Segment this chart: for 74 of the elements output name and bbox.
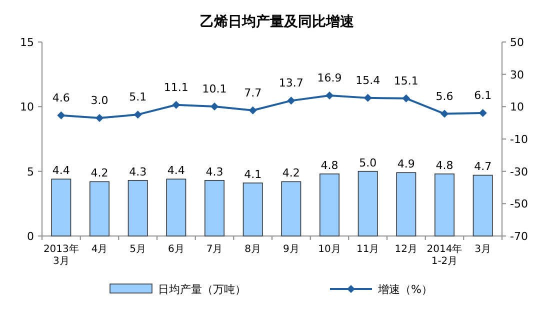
bar — [204, 180, 224, 236]
bar — [242, 182, 263, 236]
data-label: 4.8 — [320, 158, 338, 172]
data-label: 4.1 — [244, 168, 262, 181]
point — [440, 110, 448, 118]
data-label: 7.7 — [244, 86, 262, 100]
point — [364, 94, 372, 102]
y2-tick-label: 30 — [510, 68, 524, 82]
data-label: 5.0 — [359, 156, 377, 170]
y-tick-label: 5 — [27, 165, 34, 178]
data-label: 4.4 — [167, 164, 185, 178]
y-tick-label: 0 — [27, 230, 34, 243]
data-label: 4.7 — [474, 160, 492, 174]
data-label: 4.9 — [397, 158, 415, 171]
y2-tick-label: -30 — [510, 165, 528, 178]
point — [402, 94, 410, 102]
point — [96, 114, 104, 122]
point — [57, 111, 66, 120]
point — [326, 92, 334, 100]
data-label: 16.9 — [317, 72, 342, 85]
data-label: 4.2 — [282, 166, 300, 180]
point — [248, 106, 257, 114]
point — [210, 102, 218, 111]
data-label: 3.0 — [90, 94, 108, 107]
data-label: 4.4 — [52, 164, 70, 178]
x-tick-label: 8月 — [244, 244, 262, 255]
x-tick-label: 10月 — [318, 244, 341, 255]
data-label: 4.3 — [129, 165, 147, 178]
bar — [358, 170, 378, 236]
bar — [166, 178, 186, 236]
data-label: 10.1 — [202, 82, 227, 96]
y2-tick-label: -50 — [510, 198, 528, 211]
x-tick-label: 11月 — [356, 244, 380, 255]
data-label: 6.1 — [474, 88, 492, 102]
y-tick-label: 15 — [20, 36, 34, 49]
data-label: 4.2 — [90, 166, 108, 180]
x-tick-label: 12月 — [394, 244, 418, 255]
chart-title: 乙烯日均产量及同比增速 — [200, 13, 355, 30]
x-tick-label: 6月 — [168, 244, 184, 255]
legend-label: 增速（%） — [377, 283, 432, 296]
data-label: 4.3 — [206, 165, 224, 178]
y2-tick-label: -10 — [510, 133, 528, 146]
bar — [396, 172, 416, 236]
data-label: 5.6 — [436, 90, 454, 103]
x-tick-label: 2014年 1-2月 — [426, 243, 462, 267]
legend-label: 日均产量（万吨） — [158, 283, 246, 296]
data-label: 4.8 — [436, 158, 454, 172]
x-tick-label: 4月 — [91, 244, 108, 255]
data-label: 15.4 — [356, 74, 380, 87]
x-tick-label: 2013年 3月 — [43, 243, 79, 267]
y-tick-label: 10 — [20, 100, 34, 114]
bar — [51, 178, 72, 236]
bar — [128, 180, 148, 236]
x-tick-label: 5月 — [130, 244, 146, 255]
bar — [472, 174, 493, 236]
y2-tick-label: 50 — [510, 36, 524, 49]
point — [172, 100, 180, 109]
bar — [320, 174, 340, 236]
x-tick-label: 7月 — [206, 244, 223, 255]
data-label: 4.6 — [52, 91, 70, 104]
data-label: 11.1 — [164, 80, 188, 94]
bar — [90, 181, 110, 236]
y2-tick-label: 10 — [510, 100, 524, 114]
data-label: 5.1 — [129, 90, 147, 104]
x-tick-label: 3月 — [474, 244, 492, 255]
data-label: 13.7 — [278, 76, 304, 90]
bar — [281, 181, 302, 236]
x-tick-label: 9月 — [282, 244, 300, 255]
point — [478, 108, 487, 117]
point — [287, 96, 296, 105]
point — [134, 110, 142, 119]
bar — [434, 174, 454, 236]
data-label: 15.1 — [394, 74, 418, 88]
y2-tick-label: -70 — [510, 230, 528, 243]
